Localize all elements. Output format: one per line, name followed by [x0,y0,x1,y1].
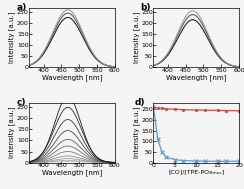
Y-axis label: Intensity [a.u.]: Intensity [a.u.] [133,107,140,159]
X-axis label: Wavelength [nm]: Wavelength [nm] [42,74,102,81]
Text: b): b) [141,3,151,12]
X-axis label: Wavelength [nm]: Wavelength [nm] [42,170,102,176]
Y-axis label: Intensity [a.u.]: Intensity [a.u.] [9,12,15,63]
X-axis label: Wavelength [nm]: Wavelength [nm] [166,74,226,81]
Y-axis label: Intensity [a.u.]: Intensity [a.u.] [133,12,140,63]
X-axis label: [CO]/[TPE-POxₘₐₓ]: [CO]/[TPE-POxₘₐₓ] [168,170,224,175]
Text: c): c) [16,98,26,107]
Text: a): a) [16,3,27,12]
Y-axis label: Intensity [a.u.]: Intensity [a.u.] [9,107,15,159]
Text: d): d) [135,98,145,107]
